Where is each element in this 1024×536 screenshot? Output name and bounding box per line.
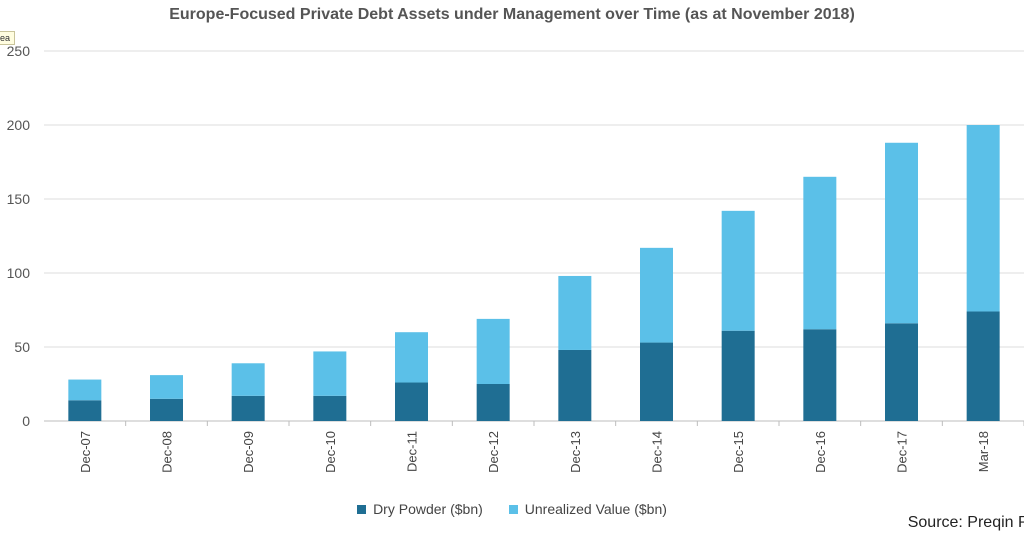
x-tick-label: Dec-08 xyxy=(160,431,175,473)
legend-label-unrealized-value: Unrealized Value ($bn) xyxy=(524,501,667,517)
bar-unrealized-value xyxy=(313,351,347,396)
x-tick-label: Dec-07 xyxy=(78,431,93,473)
y-tick-label: 200 xyxy=(7,117,31,133)
bar-unrealized-value xyxy=(231,363,265,396)
x-tick-label: Dec-14 xyxy=(650,431,665,473)
bar-unrealized-value xyxy=(885,142,918,324)
bar-dry-powder xyxy=(885,323,918,421)
gridlines xyxy=(44,50,1024,422)
bar-dry-powder xyxy=(721,330,755,421)
x-tick-label: Dec-10 xyxy=(323,431,338,473)
x-tick-label: Dec-17 xyxy=(895,431,910,473)
bar-unrealized-value xyxy=(803,176,837,330)
bar-unrealized-value xyxy=(395,332,428,383)
x-tick-label: Dec-16 xyxy=(813,431,828,473)
bar-unrealized-value xyxy=(558,275,592,350)
chart-title: Europe-Focused Private Debt Assets under… xyxy=(169,6,855,23)
legend-item-unrealized-value: Unrealized Value ($bn) xyxy=(508,501,667,517)
bar-unrealized-value xyxy=(640,247,673,343)
bar-dry-powder xyxy=(640,342,673,421)
x-tick-label: Dec-09 xyxy=(241,431,256,473)
y-tick-label: 100 xyxy=(7,265,31,281)
bar-dry-powder xyxy=(966,311,1000,421)
source-note: Source: Preqin Pr xyxy=(907,514,1024,531)
y-tick-label: 250 xyxy=(7,43,31,59)
legend: Dry Powder ($bn) Unrealized Value ($bn) xyxy=(0,501,1024,517)
bar-dry-powder xyxy=(395,382,428,421)
bar-dry-powder xyxy=(313,395,347,421)
bar-dry-powder xyxy=(231,395,265,421)
x-tick-label: Dec-15 xyxy=(731,431,746,473)
hover-tooltip: ea xyxy=(0,31,16,45)
bar-dry-powder xyxy=(476,384,510,421)
legend-label-dry-powder: Dry Powder ($bn) xyxy=(373,501,483,517)
bar-unrealized-value xyxy=(68,379,102,401)
legend-swatch-unrealized-value xyxy=(508,504,518,514)
bar-unrealized-value xyxy=(150,375,183,399)
bars xyxy=(68,125,1000,421)
legend-item-dry-powder: Dry Powder ($bn) xyxy=(357,501,483,517)
bar-unrealized-value xyxy=(721,210,755,331)
bar-unrealized-value xyxy=(966,125,1000,312)
legend-swatch-dry-powder xyxy=(357,504,367,514)
y-tick-label: 150 xyxy=(7,191,31,207)
y-tick-label: 0 xyxy=(22,413,30,429)
y-axis-ticks: 0 50 100 150 200 250 xyxy=(7,43,31,429)
x-tick-label: Dec-13 xyxy=(568,431,583,473)
x-tick-label: Dec-12 xyxy=(486,431,501,473)
bar-dry-powder xyxy=(803,329,837,421)
x-axis-ticks: Dec-07 Dec-08 Dec-09 Dec-10 Dec-11 Dec-12 Dec-… xyxy=(78,421,1024,473)
bar-dry-powder xyxy=(558,349,592,421)
bar-dry-powder xyxy=(150,398,183,421)
y-tick-label: 50 xyxy=(14,339,30,355)
bar-unrealized-value xyxy=(476,318,510,384)
bar-dry-powder xyxy=(68,400,102,421)
x-tick-label: Dec-11 xyxy=(405,431,420,472)
x-tick-label: Mar-18 xyxy=(976,431,991,472)
